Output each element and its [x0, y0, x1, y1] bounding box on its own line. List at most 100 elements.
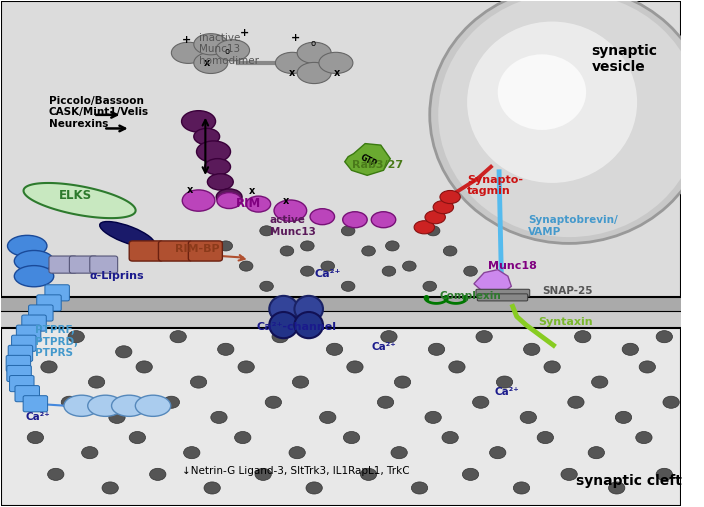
- Circle shape: [150, 468, 166, 481]
- Circle shape: [425, 411, 441, 423]
- Bar: [1, 311, 681, 505]
- Circle shape: [381, 331, 397, 343]
- Circle shape: [61, 396, 77, 408]
- Text: SNAP-25: SNAP-25: [542, 286, 593, 296]
- Text: +: +: [182, 35, 191, 45]
- Circle shape: [190, 376, 207, 388]
- FancyBboxPatch shape: [8, 345, 32, 361]
- Ellipse shape: [88, 395, 123, 416]
- Circle shape: [130, 431, 146, 444]
- Circle shape: [520, 411, 536, 423]
- FancyBboxPatch shape: [476, 289, 529, 297]
- Circle shape: [204, 482, 220, 494]
- Ellipse shape: [215, 40, 249, 61]
- Circle shape: [327, 343, 343, 355]
- FancyBboxPatch shape: [189, 241, 222, 261]
- Ellipse shape: [467, 22, 637, 183]
- FancyBboxPatch shape: [23, 395, 48, 412]
- Circle shape: [636, 431, 652, 444]
- Text: +: +: [240, 28, 249, 38]
- Circle shape: [591, 376, 608, 388]
- Ellipse shape: [194, 52, 228, 74]
- Ellipse shape: [297, 62, 331, 84]
- Circle shape: [272, 331, 289, 343]
- Circle shape: [301, 241, 314, 251]
- Text: x: x: [334, 68, 340, 78]
- Ellipse shape: [310, 209, 334, 225]
- Circle shape: [362, 246, 375, 256]
- Bar: [1, 311, 681, 328]
- Text: x: x: [249, 186, 255, 196]
- Circle shape: [48, 468, 64, 481]
- Polygon shape: [474, 270, 511, 295]
- Bar: [1, 2, 681, 311]
- Circle shape: [163, 396, 180, 408]
- Ellipse shape: [8, 235, 47, 257]
- Bar: [1, 298, 681, 311]
- Circle shape: [265, 396, 282, 408]
- Ellipse shape: [14, 250, 54, 272]
- Text: o: o: [310, 39, 315, 48]
- FancyBboxPatch shape: [6, 355, 31, 372]
- Circle shape: [170, 331, 187, 343]
- FancyBboxPatch shape: [11, 335, 36, 351]
- Circle shape: [656, 468, 672, 481]
- FancyBboxPatch shape: [130, 241, 163, 261]
- Circle shape: [544, 361, 560, 373]
- Text: Synaptobrevin/
VAMP: Synaptobrevin/ VAMP: [528, 215, 618, 237]
- Circle shape: [218, 343, 234, 355]
- Circle shape: [656, 331, 672, 343]
- Circle shape: [301, 266, 314, 276]
- Circle shape: [489, 447, 506, 459]
- Ellipse shape: [100, 222, 155, 247]
- FancyBboxPatch shape: [70, 256, 97, 273]
- Circle shape: [567, 396, 584, 408]
- Circle shape: [663, 396, 679, 408]
- Circle shape: [448, 361, 465, 373]
- Circle shape: [476, 331, 492, 343]
- Circle shape: [260, 281, 273, 292]
- Circle shape: [444, 246, 457, 256]
- Ellipse shape: [294, 312, 323, 338]
- Text: Ca²⁺: Ca²⁺: [494, 387, 519, 397]
- Ellipse shape: [498, 54, 586, 130]
- Ellipse shape: [429, 0, 704, 243]
- Text: Synapto-
tagmin: Synapto- tagmin: [467, 174, 523, 196]
- Ellipse shape: [343, 212, 367, 228]
- Ellipse shape: [205, 159, 230, 175]
- Ellipse shape: [246, 196, 270, 212]
- FancyBboxPatch shape: [22, 315, 46, 331]
- Circle shape: [622, 343, 639, 355]
- Circle shape: [341, 226, 355, 236]
- Ellipse shape: [111, 395, 147, 416]
- Circle shape: [382, 266, 396, 276]
- Text: o: o: [225, 47, 230, 56]
- Circle shape: [574, 331, 591, 343]
- Text: Ca²⁺: Ca²⁺: [25, 412, 50, 422]
- Ellipse shape: [371, 212, 396, 228]
- Circle shape: [292, 376, 309, 388]
- Circle shape: [306, 482, 322, 494]
- Text: Piccolo/Bassoon
CASK/Mint1/Velis
Neurexins: Piccolo/Bassoon CASK/Mint1/Velis Neurexi…: [49, 96, 149, 129]
- Circle shape: [219, 241, 232, 251]
- FancyBboxPatch shape: [37, 295, 61, 311]
- Circle shape: [391, 447, 408, 459]
- Ellipse shape: [294, 296, 323, 322]
- Ellipse shape: [274, 200, 307, 221]
- Polygon shape: [345, 143, 390, 175]
- Text: ELKS: ELKS: [59, 189, 92, 202]
- Ellipse shape: [433, 201, 453, 213]
- Circle shape: [27, 431, 44, 444]
- Text: Ca²⁺-channel: Ca²⁺-channel: [256, 321, 337, 332]
- Circle shape: [496, 376, 513, 388]
- Circle shape: [347, 361, 363, 373]
- Ellipse shape: [414, 221, 434, 234]
- Ellipse shape: [135, 395, 170, 416]
- Text: PTPRF,
PTPRD,
PTPRS: PTPRF, PTPRD, PTPRS: [35, 325, 79, 358]
- Text: Complexin: Complexin: [440, 292, 502, 301]
- Circle shape: [289, 447, 306, 459]
- Text: Ca²⁺: Ca²⁺: [314, 269, 341, 279]
- Circle shape: [588, 447, 605, 459]
- Circle shape: [561, 468, 577, 481]
- Circle shape: [639, 361, 655, 373]
